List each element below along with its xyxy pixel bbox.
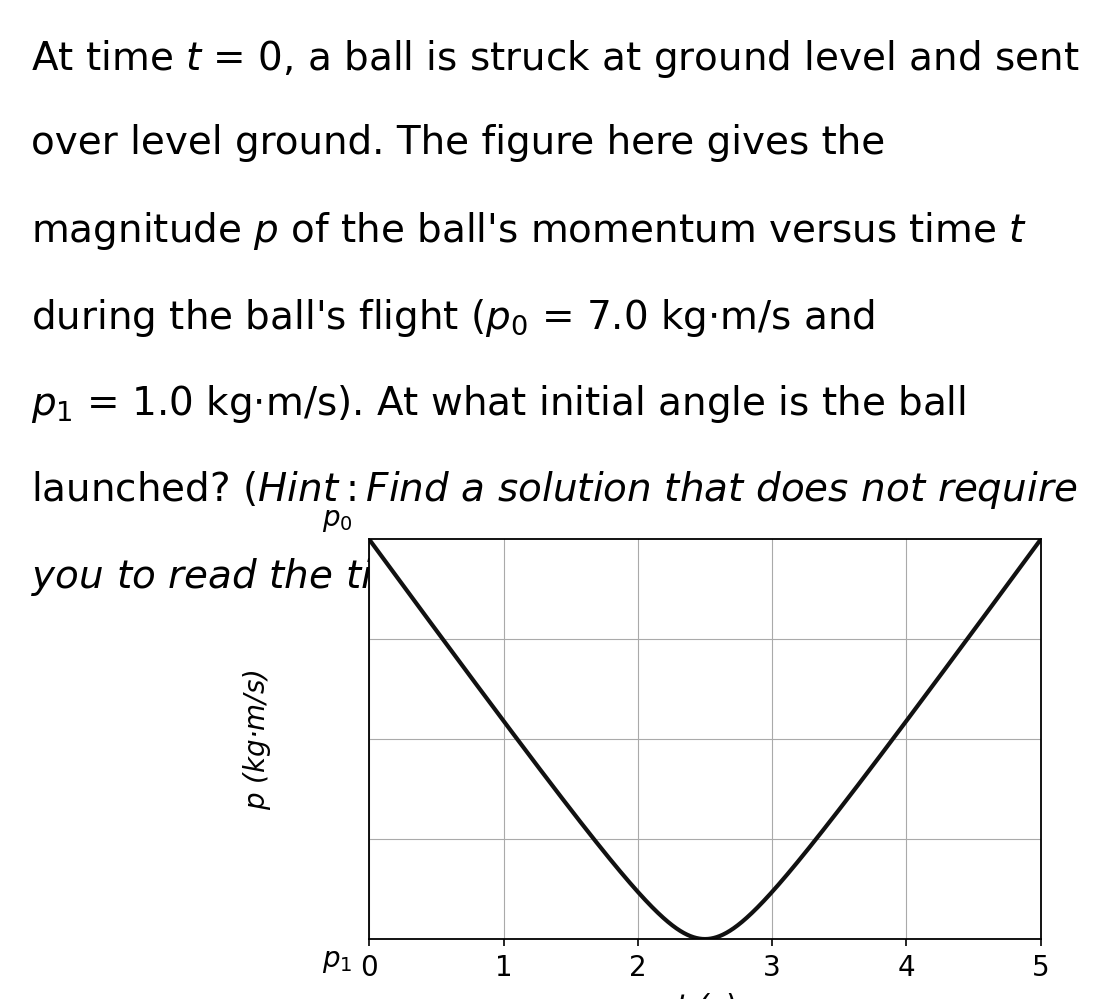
Text: $p$ (kg·m/s): $p$ (kg·m/s) (242, 669, 273, 809)
Text: magnitude $p$ of the ball's momentum versus time $t$: magnitude $p$ of the ball's momentum ver… (31, 211, 1027, 253)
Text: $p_1$ = 1.0 kg$\cdot$m/s). At what initial angle is the ball: $p_1$ = 1.0 kg$\cdot$m/s). At what initi… (31, 383, 966, 425)
X-axis label: $t$ (s): $t$ (s) (675, 991, 735, 999)
Text: during the ball's flight ($p_0$ = 7.0 kg$\cdot$m/s and: during the ball's flight ($p_0$ = 7.0 kg… (31, 297, 875, 339)
Text: At time $t$ = 0, a ball is struck at ground level and sent: At time $t$ = 0, a ball is struck at gro… (31, 38, 1080, 80)
Text: $p_0$: $p_0$ (322, 506, 352, 534)
Text: $\it{you\ to\ read\ the\ time\ at\ the\ low\ point\ of\ the\ plot.}$): $\it{you\ to\ read\ the\ time\ at\ the\ … (31, 555, 999, 597)
Text: launched? ($\it{Hint: Find\ a\ solution\ that\ does\ not\ require}$: launched? ($\it{Hint: Find\ a\ solution\… (31, 470, 1078, 511)
Text: over level ground. The figure here gives the: over level ground. The figure here gives… (31, 124, 885, 162)
Text: $p_1$: $p_1$ (322, 947, 352, 975)
